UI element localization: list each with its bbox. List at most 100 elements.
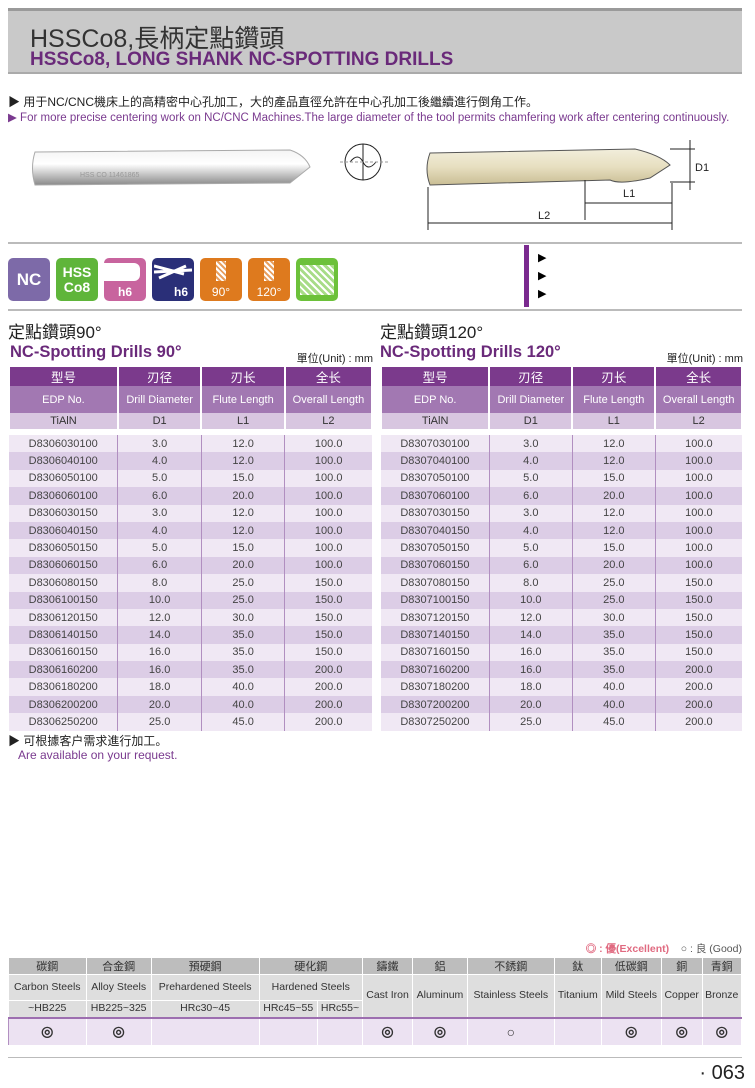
table-cell: 100.0 (654, 435, 742, 453)
material-cn: 碳鋼 (8, 957, 87, 975)
table-cell: 150.0 (654, 574, 742, 592)
materials-cn-row: 碳鋼 合金鋼 預硬鋼 硬化鋼 鑄鐵鋁不銹鋼鈦低碳鋼銅青銅 (8, 957, 743, 975)
table-row: D8307030100 3.0 12.0 100.0 (381, 435, 742, 453)
table-cell: 40.0 (571, 695, 656, 714)
table-cell: 12.0 (200, 521, 285, 540)
table-cell: 150.0 (284, 608, 372, 627)
table-row: D8307180200 18.0 40.0 200.0 (381, 678, 742, 696)
shank-h6-icon: h6 (104, 258, 146, 301)
table-cell: 15.0 (200, 539, 285, 557)
table-cell: 40.0 (200, 695, 285, 714)
d1-label: D1 (695, 162, 709, 174)
material-cn: 硬化鋼 (258, 957, 363, 975)
table-cell: 200.0 (654, 661, 742, 679)
table-120-section: 定點鑽頭120° NC-Spotting Drills 120° 單位(Unit… (379, 318, 743, 731)
rating-cell: ◎ (8, 1016, 87, 1046)
table-cell: 12.0 (200, 504, 285, 522)
rating-cell: ◎ (600, 1016, 662, 1046)
section-title-cn: 定點鑽頭120° (380, 323, 484, 342)
table-cell: 45.0 (200, 713, 285, 731)
table-cell: 30.0 (200, 608, 285, 627)
table-row: D8307100150 10.0 25.0 150.0 (381, 591, 742, 609)
table-cell: 200.0 (284, 695, 372, 714)
table-row: D8306160200 16.0 35.0 200.0 (9, 661, 372, 679)
table-cell: D8307120150 (381, 608, 490, 627)
table-cell: 8.0 (488, 574, 573, 592)
table-cell: 100.0 (654, 539, 742, 557)
material-en: Carbon Steels (8, 974, 87, 1001)
table-cell: D8307160200 (381, 661, 490, 679)
ratings-row: ◎ ◎ ◎ ◎ ○ ◎ ◎ ◎ (8, 1016, 743, 1046)
table-cell: D8306200200 (9, 695, 118, 714)
table-cell: 20.0 (571, 487, 656, 505)
table-cell: 35.0 (200, 626, 285, 644)
table-cell: D8306160150 (9, 643, 118, 662)
table-row: D8307120150 12.0 30.0 150.0 (381, 608, 742, 627)
table-cell: 20.0 (117, 695, 202, 714)
materials-table: 碳鋼 合金鋼 預硬鋼 硬化鋼 鑄鐵鋁不銹鋼鈦低碳鋼銅青銅 Carbon Steels All… (8, 957, 743, 1046)
table-cell: D8307030100 (381, 435, 490, 453)
table-cell: 12.0 (571, 504, 656, 522)
table-cell: 5.0 (117, 539, 202, 557)
table-cell: 25.0 (571, 574, 656, 592)
table-cell: 25.0 (571, 591, 656, 609)
table-cell: D8306140150 (9, 626, 118, 644)
column-header: D1 (116, 413, 203, 429)
table-row: D8307060100 6.0 20.0 100.0 (381, 487, 742, 505)
table-row: D8307140150 14.0 35.0 150.0 (381, 626, 742, 644)
section-title-en: NC-Spotting Drills 90° (10, 343, 182, 361)
table-cell: 25.0 (117, 713, 202, 731)
drill-end-view (340, 143, 388, 181)
rating-cell: ◎ (660, 1016, 703, 1046)
table-row: D8306080150 8.0 25.0 150.0 (9, 574, 372, 592)
description-cn: ▶ 用于NC/CNC機床上的高精密中心孔加工，大的產品直徑允許在中心孔加工後繼續… (8, 95, 539, 109)
table-cell: 3.0 (488, 504, 573, 522)
table-cell: 5.0 (117, 469, 202, 488)
column-header: L2 (283, 413, 374, 429)
material-en: Stainless Steels (466, 974, 555, 1018)
table-cell: 15.0 (571, 469, 656, 488)
table-cell: 25.0 (488, 713, 573, 731)
hardness-row: ~HB225 HB225~325 HRc30~45 HRc45~55 HRc55~ (8, 1000, 742, 1018)
divider (8, 1057, 742, 1058)
table-row: D8306050150 5.0 15.0 100.0 (9, 539, 372, 557)
table-cell: 100.0 (654, 452, 742, 470)
column-header: TiAlN (8, 413, 119, 429)
table-cell: 12.0 (488, 608, 573, 627)
column-header: EDP No. (8, 386, 119, 413)
table-cell: 10.0 (488, 591, 573, 609)
table-cell: 200.0 (654, 695, 742, 714)
table-cell: 100.0 (654, 469, 742, 488)
hardness-cell: HRc45~55 (258, 1000, 318, 1018)
note-cn: ▶ 可根據客户需求進行加工。 (8, 734, 168, 748)
table-cell: 30.0 (571, 608, 656, 627)
table-cell: 3.0 (117, 504, 202, 522)
material-cn: 鋁 (412, 957, 468, 975)
table-cell: 200.0 (284, 678, 372, 696)
rating-cell: ○ (466, 1016, 555, 1046)
accent-bar (524, 245, 529, 307)
table-cell: 100.0 (284, 435, 372, 453)
table-cell: D8306060100 (9, 487, 118, 505)
table-cell: 200.0 (654, 713, 742, 731)
column-header: 型号 (379, 367, 491, 386)
table-row: D8306050100 5.0 15.0 100.0 (9, 469, 372, 488)
description-en: ▶ For more precise centering work on NC/… (8, 112, 730, 124)
product-drawing: HSS CO 11461865 D1 L1 L2 (32, 140, 709, 230)
table-cell: 35.0 (200, 661, 285, 679)
rating-cell: ◎ (85, 1016, 152, 1046)
arrow-icon: ▶ (538, 288, 547, 300)
table-cell: 35.0 (571, 643, 656, 662)
material-cn: 不銹鋼 (466, 957, 555, 975)
table-row: D8306030100 3.0 12.0 100.0 (9, 435, 372, 453)
header-row: TiAlN D1 L1 L2 (8, 413, 374, 429)
table-cell: 100.0 (284, 452, 372, 470)
column-header: Overall Length (283, 386, 374, 413)
table-cell: 150.0 (654, 626, 742, 644)
l2-label: L2 (538, 210, 550, 222)
table-cell: 16.0 (488, 643, 573, 662)
table-cell: 16.0 (488, 661, 573, 679)
feature-icons: NC HSS Co8 h6 h6 90° 120° (8, 258, 338, 301)
arrow-icon: ▶ (538, 270, 547, 282)
table-cell: 100.0 (284, 539, 372, 557)
